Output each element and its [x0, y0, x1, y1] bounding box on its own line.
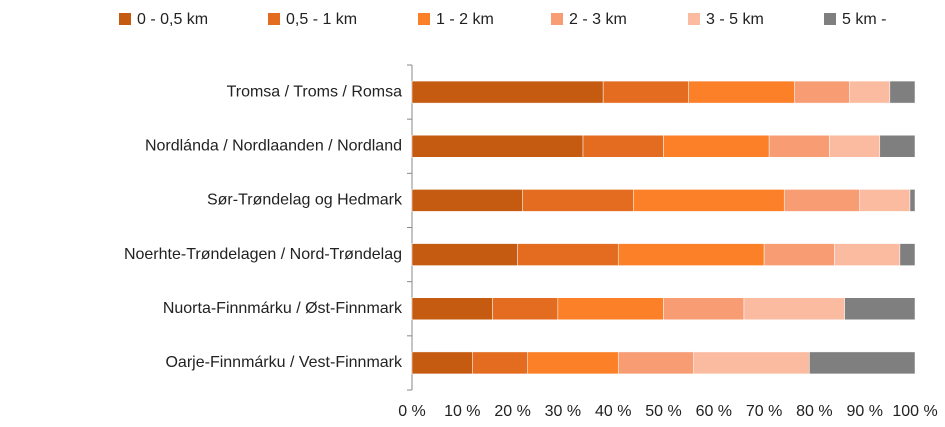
- bar-segment: [411, 297, 493, 320]
- legend-swatch: [119, 13, 131, 25]
- bar-segment: [617, 243, 765, 266]
- legend-label: 5 km -: [842, 11, 886, 28]
- x-tick-label: 30 %: [545, 403, 581, 420]
- legend-swatch: [551, 13, 563, 25]
- legend-label: 1 - 2 km: [436, 11, 494, 28]
- bar-segment: [809, 351, 916, 375]
- legend-label: 0 - 0,5 km: [137, 11, 208, 28]
- x-tick-label: 10 %: [444, 403, 480, 420]
- bar-segment: [849, 80, 891, 104]
- bar-segment: [889, 80, 916, 104]
- x-tick-label: 40 %: [595, 403, 631, 420]
- category-label: Nordlánda / Nordlaanden / Nordland: [145, 137, 402, 154]
- bar-segment: [633, 189, 785, 212]
- bar-segment: [829, 135, 881, 158]
- legend-label: 2 - 3 km: [569, 11, 627, 28]
- bar-segment: [688, 80, 795, 104]
- bar-segment: [768, 135, 830, 158]
- bar-segment: [411, 80, 604, 104]
- bar-segment: [693, 351, 810, 375]
- bar-segment: [411, 243, 518, 266]
- bar-segment: [743, 297, 845, 320]
- bar-segment: [663, 297, 745, 320]
- x-tick-label: 90 %: [846, 403, 882, 420]
- bar-segment: [517, 243, 619, 266]
- bar-segment: [492, 297, 559, 320]
- bar-segment: [879, 135, 916, 158]
- category-label: Oarje-Finnmárku / Vest-Finnmark: [165, 354, 403, 371]
- legend-swatch: [418, 13, 430, 25]
- bar-segment: [783, 189, 860, 212]
- bar-segment: [602, 80, 689, 104]
- x-tick-label: 80 %: [796, 403, 832, 420]
- bar-segment: [859, 189, 911, 212]
- legend-swatch: [268, 13, 280, 25]
- x-tick-label: 50 %: [645, 403, 681, 420]
- category-label: Tromsa / Troms / Romsa: [227, 83, 403, 100]
- bar-segment: [582, 135, 664, 158]
- x-tick-label: 20 %: [494, 403, 530, 420]
- bar-segment: [472, 351, 528, 375]
- x-tick-label: 100 %: [892, 403, 937, 420]
- bar-segment: [527, 351, 619, 375]
- legend-label: 3 - 5 km: [706, 11, 764, 28]
- bar-segment: [794, 80, 850, 104]
- bar-segment: [899, 243, 916, 266]
- bar-segment: [522, 189, 634, 212]
- bar-segment: [763, 243, 835, 266]
- bar-segment: [411, 189, 523, 212]
- legend-swatch: [824, 13, 836, 25]
- x-tick-label: 60 %: [696, 403, 732, 420]
- legend-swatch: [688, 13, 700, 25]
- bar-segment: [557, 297, 664, 320]
- category-label: Noerhte-Trøndelagen / Nord-Trøndelag: [124, 246, 402, 263]
- bar-segment: [411, 135, 584, 158]
- x-tick-label: 0 %: [398, 403, 426, 420]
- category-label: Nuorta-Finnmárku / Øst-Finnmark: [163, 300, 403, 317]
- bar-segment: [844, 297, 916, 320]
- bar-segment: [663, 135, 770, 158]
- x-tick-label: 70 %: [746, 403, 782, 420]
- bar-segment: [411, 351, 473, 375]
- bar-segment: [909, 189, 916, 212]
- legend-label: 0,5 - 1 km: [286, 11, 357, 28]
- category-label: Sør-Trøndelag og Hedmark: [207, 192, 403, 209]
- bar-segment: [617, 351, 694, 375]
- bar-segment: [834, 243, 901, 266]
